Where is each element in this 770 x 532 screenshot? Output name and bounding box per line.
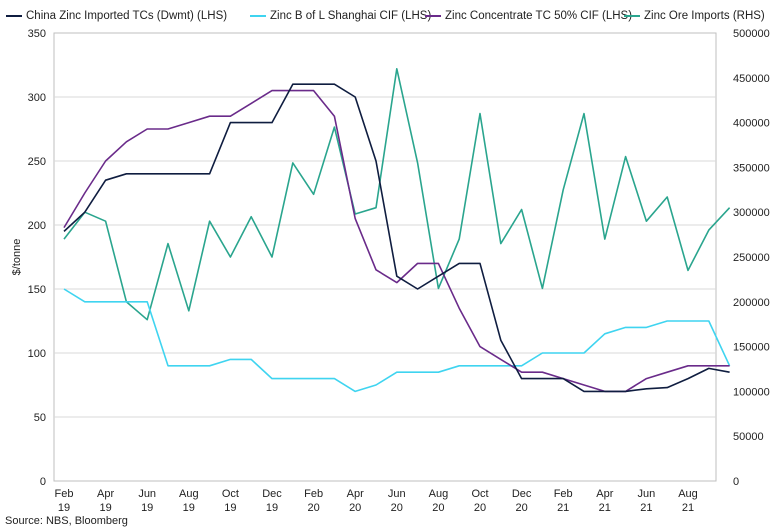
x-tick-year: 20 [349, 502, 361, 514]
x-tick-month: Aug [179, 488, 199, 500]
y2-tick-label: 250000 [733, 252, 770, 264]
x-tick-year: 20 [391, 502, 403, 514]
y-tick-label: 300 [28, 92, 46, 104]
legend-swatch [6, 15, 22, 17]
y2-tick-label: 100000 [733, 386, 770, 398]
x-tick-month: Apr [347, 488, 364, 500]
y2-tick-label: 300000 [733, 207, 770, 219]
legend-item-china-zinc-tc: China Zinc Imported TCs (Dwmt) (LHS) [6, 10, 227, 22]
x-tick-month: Feb [554, 488, 573, 500]
right-y-axis: 0 50000 100000 150000 200000 250000 300000 3500… [733, 28, 770, 488]
series-line-2 [63, 89, 730, 393]
y-tick-label: 250 [28, 156, 46, 168]
x-tick-month: Dec [262, 488, 282, 500]
series-line-3 [63, 68, 731, 321]
legend-swatch [250, 15, 266, 17]
y-tick-label: 200 [28, 220, 46, 232]
x-tick-month: Apr [596, 488, 613, 500]
legend-item-zinc-bol-shanghai: Zinc B of L Shanghai CIF (LHS) [250, 10, 431, 22]
x-tick-month: Jun [388, 488, 406, 500]
legend-label: China Zinc Imported TCs (Dwmt) (LHS) [26, 10, 228, 22]
source-note: Source: NBS, Bloomberg [5, 515, 128, 527]
x-tick-year: 20 [307, 502, 319, 514]
x-tick-month: Oct [222, 488, 239, 500]
legend-swatch [425, 15, 441, 17]
legend-item-zinc-concentrate-tc: Zinc Concentrate TC 50% CIF (LHS) [425, 10, 632, 22]
y2-tick-label: 150000 [733, 342, 770, 354]
legend-label: Zinc B of L Shanghai CIF (LHS) [270, 10, 432, 22]
x-tick-month: Apr [97, 488, 114, 500]
legend-label: Zinc Ore Imports (RHS) [644, 10, 765, 22]
y2-tick-label: 200000 [733, 297, 770, 309]
y-tick-label: 150 [28, 284, 46, 296]
x-tick-year: 19 [183, 502, 195, 514]
series-line-1 [63, 288, 731, 393]
x-tick-year: 21 [599, 502, 611, 514]
x-tick-month: Oct [471, 488, 488, 500]
legend-item-zinc-ore-imports: Zinc Ore Imports (RHS) [624, 10, 765, 22]
x-tick-month: Jun [638, 488, 656, 500]
x-tick-month: Feb [55, 488, 74, 500]
x-tick-year: 19 [58, 502, 70, 514]
x-tick-year: 20 [474, 502, 486, 514]
y2-tick-label: 450000 [733, 73, 770, 85]
y-tick-label: 100 [28, 348, 46, 360]
y2-tick-label: 400000 [733, 118, 770, 130]
x-tick-year: 21 [682, 502, 694, 514]
y2-tick-label: 0 [733, 476, 739, 488]
y-tick-label: 0 [40, 476, 46, 488]
x-tick-year: 21 [640, 502, 652, 514]
legend-label: Zinc Concentrate TC 50% CIF (LHS) [445, 10, 633, 22]
x-tick-month: Dec [512, 488, 532, 500]
y-axis-label: $/tonne [11, 239, 23, 276]
legend: China Zinc Imported TCs (Dwmt) (LHS) Zin… [0, 10, 770, 28]
plot-area-border [53, 32, 717, 482]
x-tick-month: Aug [429, 488, 449, 500]
x-tick-month: Jun [138, 488, 156, 500]
y2-tick-label: 500000 [733, 28, 770, 40]
x-tick-year: 21 [557, 502, 569, 514]
series-lines [63, 68, 731, 393]
x-tick-month: Aug [678, 488, 698, 500]
x-tick-year: 20 [432, 502, 444, 514]
series-line-0 [63, 83, 730, 393]
x-tick-month: Feb [304, 488, 323, 500]
legend-swatch [624, 15, 640, 17]
x-tick-year: 20 [515, 502, 527, 514]
left-y-axis: 0 50 100 150 200 250 300 350 [28, 28, 46, 488]
x-axis: Feb 19 Apr 19 Jun 19 Aug 19 Oct 19 Dec 19 Feb 20 Apr 20… [55, 488, 698, 514]
x-tick-year: 19 [224, 502, 236, 514]
y-tick-label: 50 [34, 412, 46, 424]
x-tick-year: 19 [141, 502, 153, 514]
x-tick-year: 19 [99, 502, 111, 514]
x-tick-year: 19 [266, 502, 278, 514]
y-tick-label: 350 [28, 28, 46, 40]
y2-tick-label: 350000 [733, 162, 770, 174]
y2-tick-label: 50000 [733, 431, 764, 443]
